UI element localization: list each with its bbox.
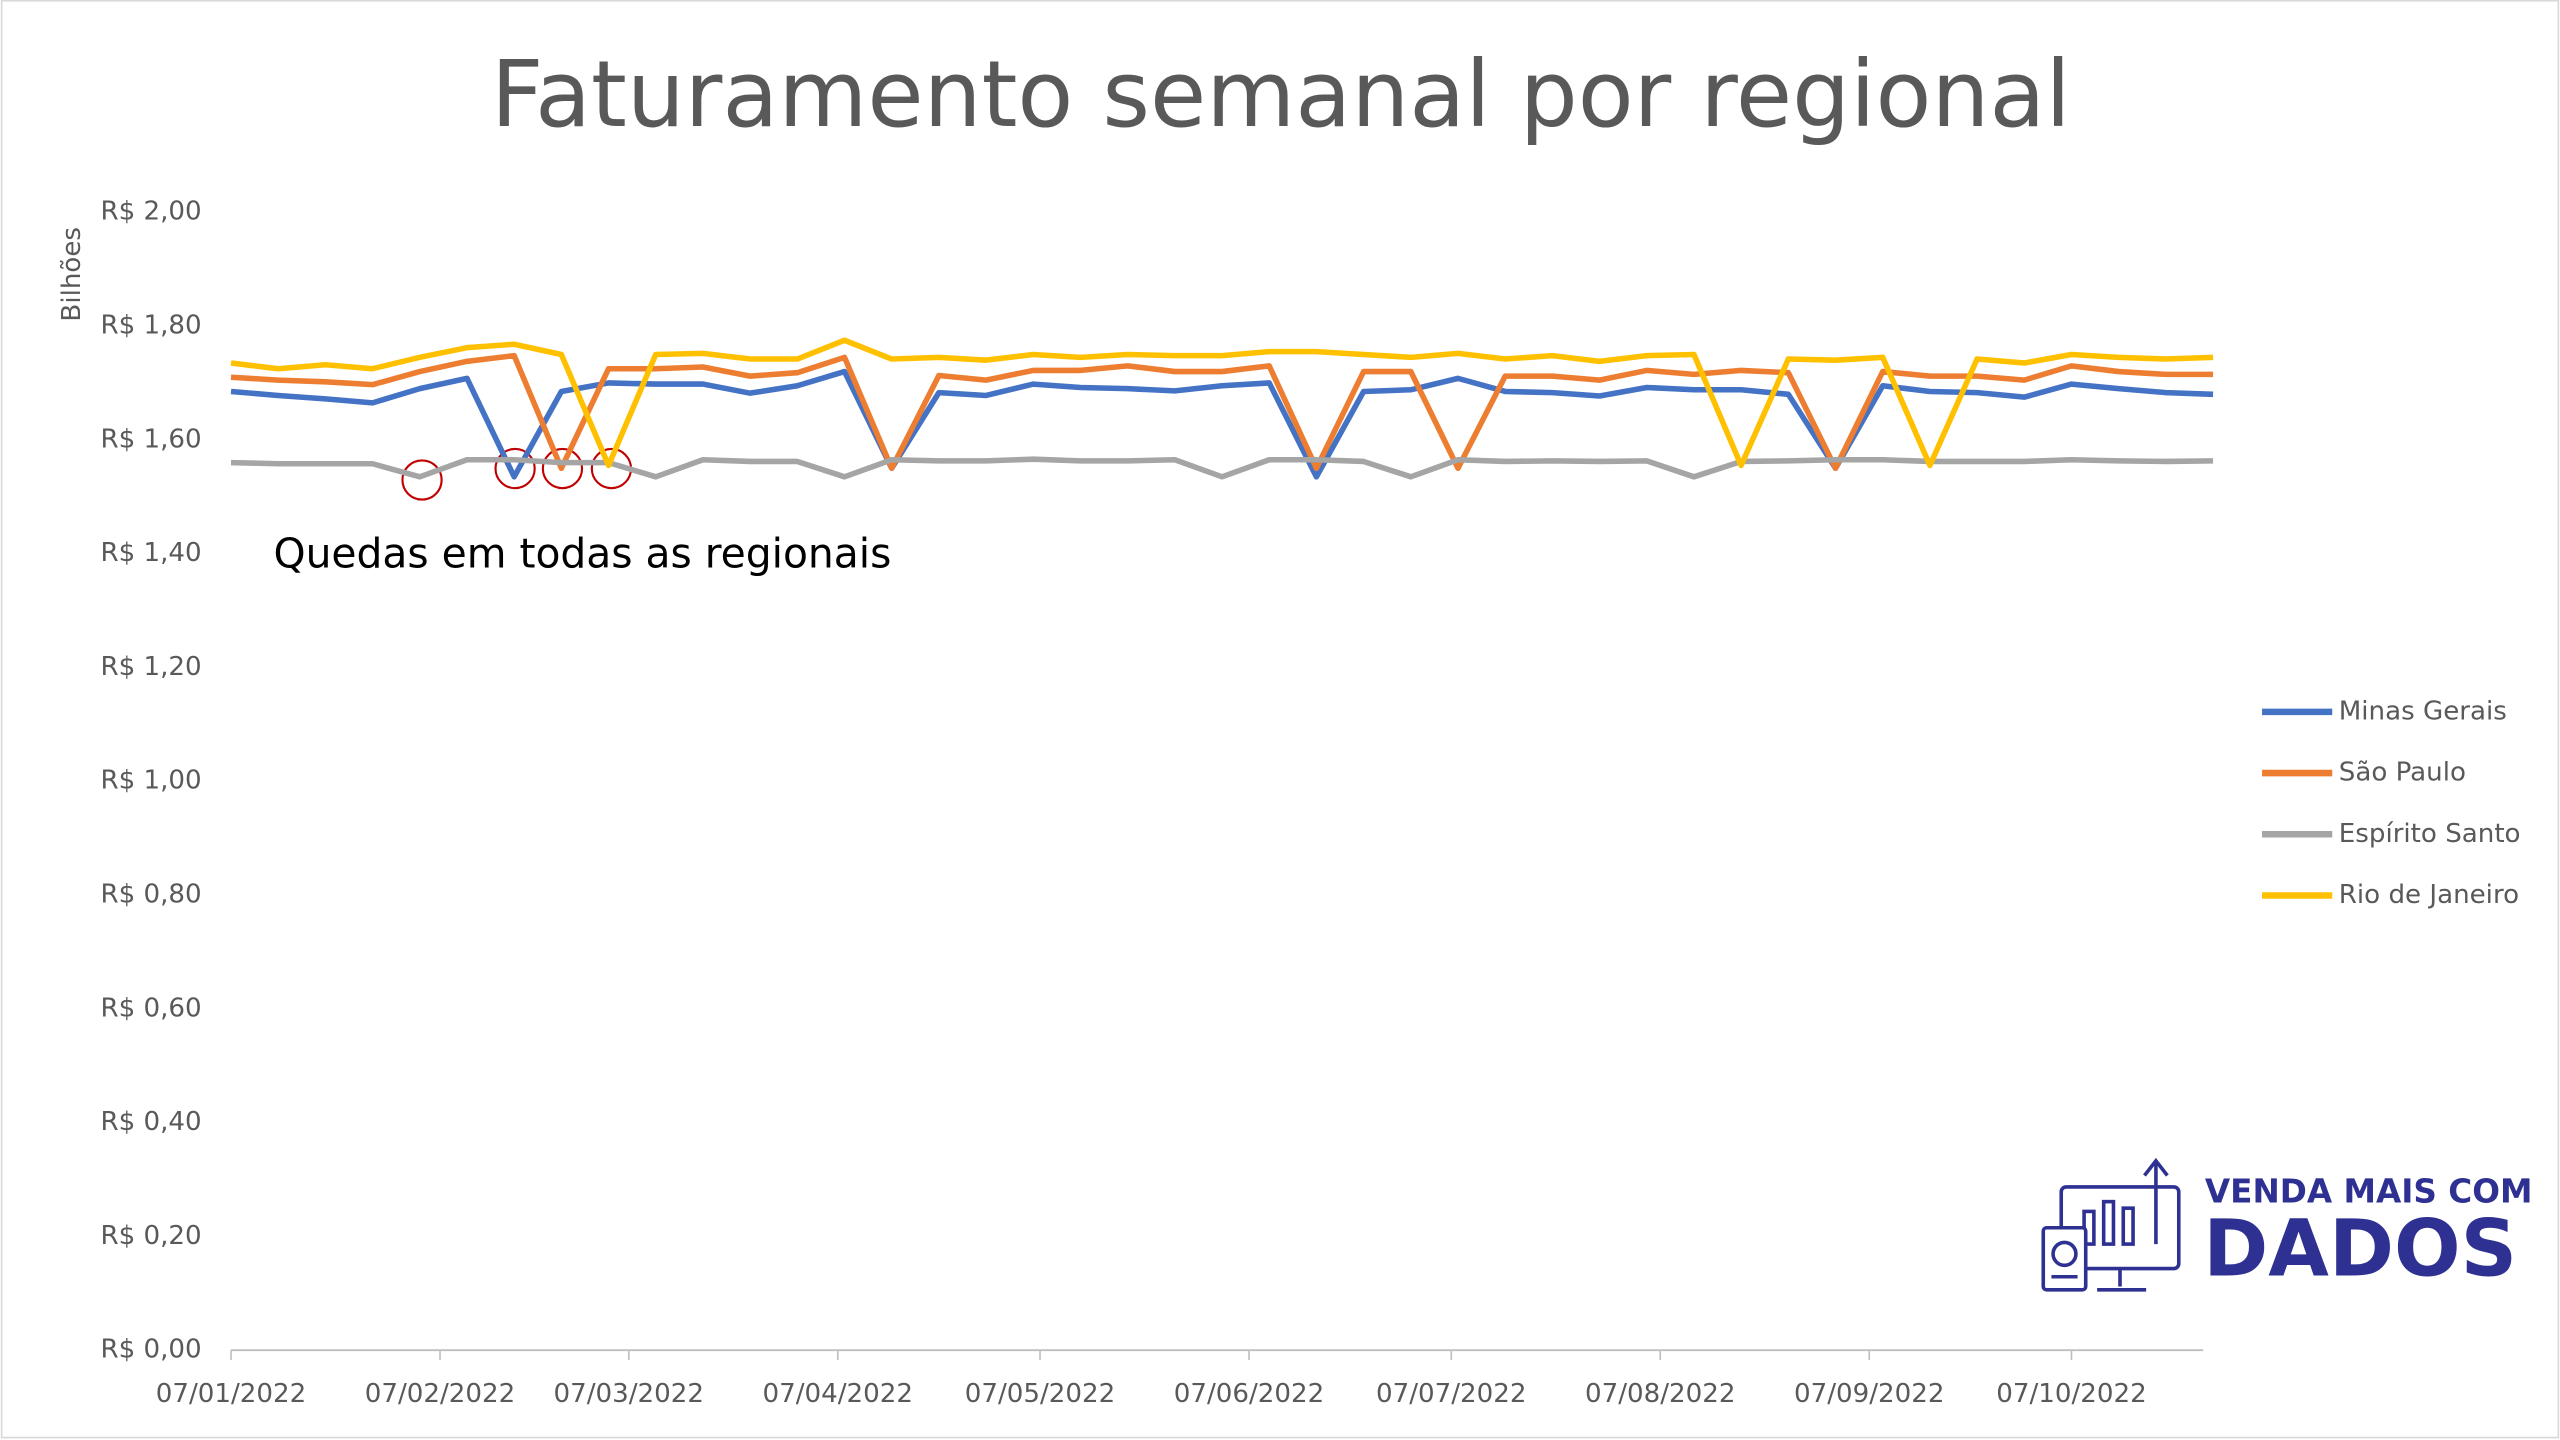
x-tick-label: 07/03/2022: [554, 1379, 705, 1409]
logo-line2: DADOS: [2203, 1203, 2517, 1294]
x-tick-label: 07/05/2022: [965, 1379, 1115, 1409]
x-tick-label: 07/09/2022: [1794, 1379, 1945, 1409]
series-line: [230, 352, 2214, 472]
x-tick-label: 07/02/2022: [365, 1379, 516, 1409]
logo-line1: VENDA MAIS COM: [2205, 1172, 2533, 1210]
chart-title: Faturamento semanal por regional: [491, 41, 2071, 148]
legend-label: São Paulo: [2339, 758, 2466, 788]
x-tick-label: 07/08/2022: [1585, 1379, 1736, 1409]
x-tick-label: 07/04/2022: [763, 1379, 913, 1409]
y-tick-label: R$ 1,20: [100, 652, 201, 682]
y-tick-label: R$ 1,00: [100, 766, 201, 796]
y-tick-label: R$ 1,80: [100, 311, 201, 341]
logo-icon: [2041, 1157, 2181, 1292]
series-line: [230, 337, 2214, 469]
y-tick-label: R$ 2,00: [100, 197, 201, 227]
x-tick-label: 07/06/2022: [1174, 1379, 1325, 1409]
y-tick-label: R$ 0,80: [100, 880, 201, 910]
x-tick-label: 07/07/2022: [1376, 1379, 1527, 1409]
y-tick-label: R$ 0,20: [100, 1221, 201, 1251]
legend-label: Minas Gerais: [2339, 696, 2507, 726]
x-tick-label: 07/01/2022: [156, 1379, 307, 1409]
y-tick-label: R$ 0,00: [100, 1335, 201, 1365]
series-line: [230, 368, 2214, 480]
y-axis-title: Bilhões: [57, 227, 87, 322]
series-line: [230, 456, 2214, 480]
y-tick-label: R$ 0,60: [100, 993, 201, 1023]
legend-label: Espírito Santo: [2339, 819, 2521, 849]
x-tick-label: 07/10/2022: [1996, 1379, 2147, 1409]
y-tick-label: R$ 0,40: [100, 1107, 201, 1137]
annotation: Quedas em todas as regionais: [273, 530, 891, 578]
legend-label: Rio de Janeiro: [2339, 880, 2519, 910]
y-tick-label: R$ 1,60: [100, 424, 201, 454]
y-tick-label: R$ 1,40: [100, 538, 201, 568]
